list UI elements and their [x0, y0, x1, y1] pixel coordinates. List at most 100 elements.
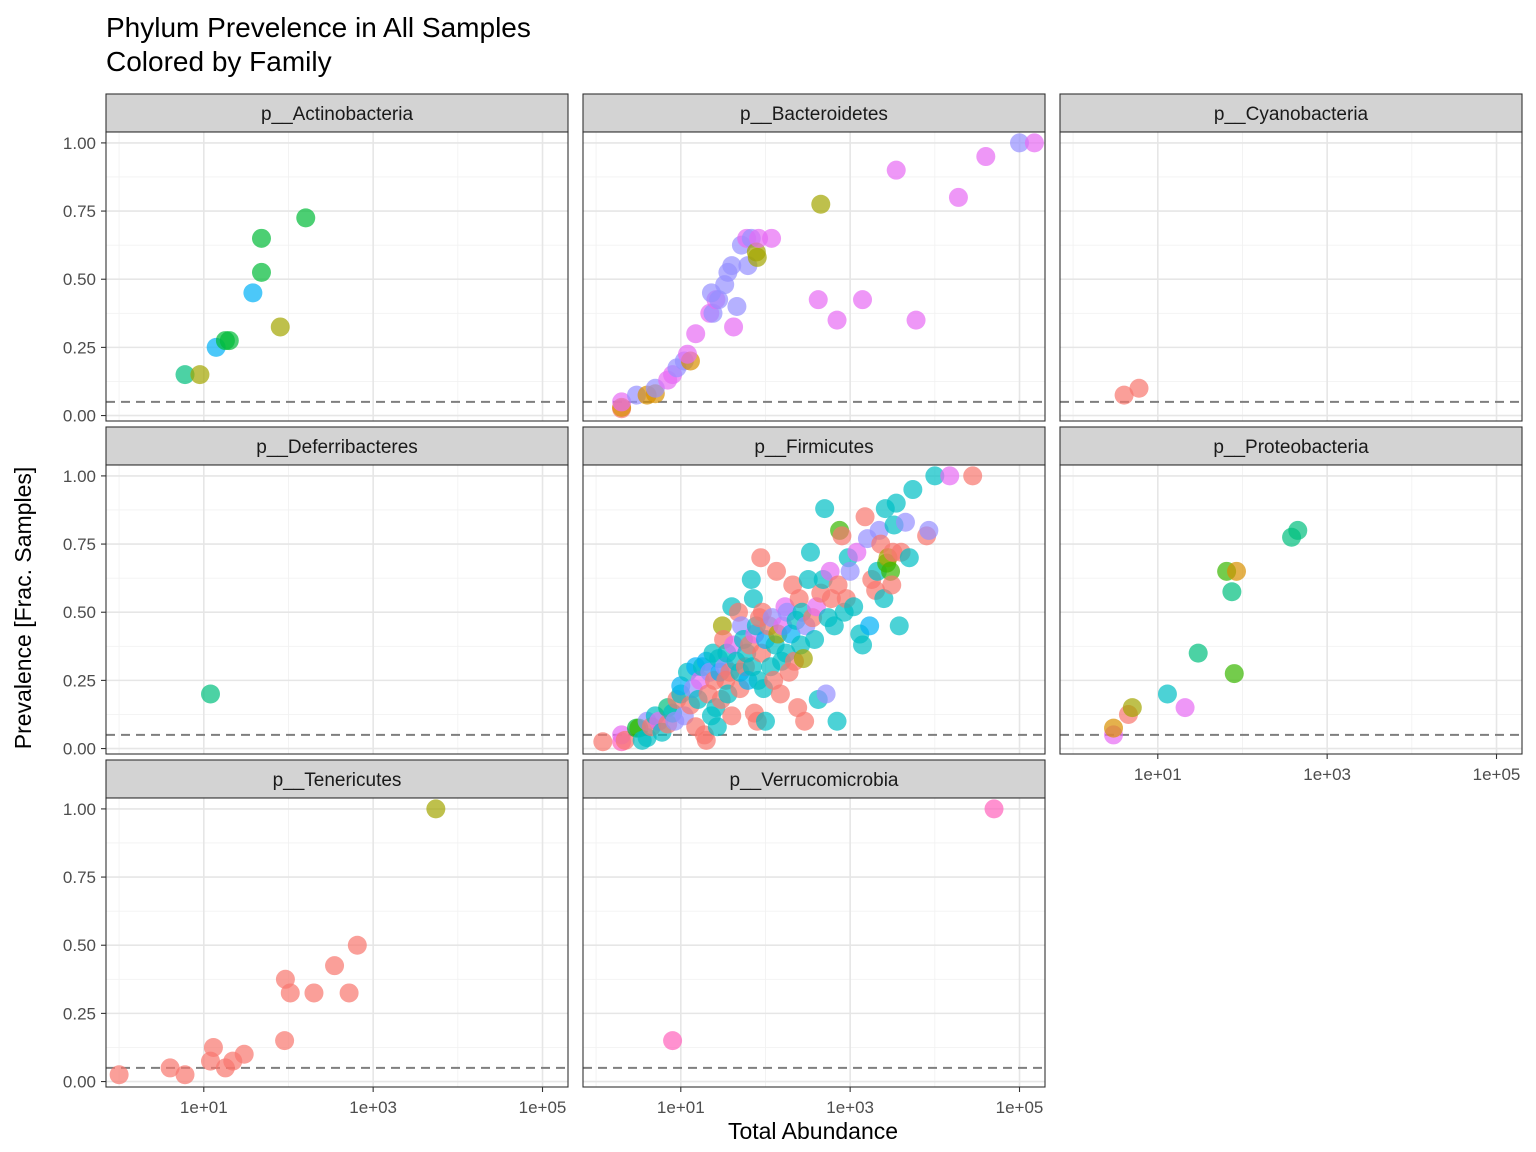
- x-tick-label: 1e+05: [1473, 765, 1521, 784]
- y-tick-label: 0.25: [63, 671, 96, 690]
- data-point: [727, 296, 747, 316]
- data-point: [663, 1031, 683, 1051]
- data-point: [808, 290, 828, 310]
- data-point: [593, 732, 613, 752]
- facet-panels: p__Actinobacteria0.000.250.500.751.00p__…: [63, 93, 1523, 1117]
- data-point: [615, 730, 635, 750]
- x-axis-title: Total Abundance: [728, 1118, 898, 1144]
- data-point: [840, 561, 860, 581]
- facet-strip: [105, 759, 569, 799]
- y-axis-title: Prevalence [Frac. Samples]: [10, 467, 36, 750]
- facet-p-bacteroidetes: p__Bacteroidetes: [582, 93, 1046, 422]
- panel-border: [105, 464, 569, 755]
- data-point: [325, 956, 345, 976]
- facet-p-actinobacteria: p__Actinobacteria 0.00 0.25 0.50 0.75 1.00: [63, 93, 569, 426]
- data-point: [976, 147, 996, 167]
- data-point: [722, 706, 742, 726]
- x-tick-label: 1e+03: [349, 1098, 397, 1117]
- chart-subtitle: Colored by Family: [106, 46, 332, 77]
- data-point: [906, 310, 926, 330]
- data-point: [948, 187, 968, 207]
- data-point: [709, 290, 729, 310]
- facet-label: p__Tenericutes: [273, 770, 402, 791]
- data-point: [881, 561, 901, 581]
- panel-background: [1060, 132, 1522, 421]
- y-tick-label: 0.50: [63, 270, 96, 289]
- data-point: [1024, 133, 1044, 153]
- facet-p-tenericutes: p__Tenericutes 0.00 0.25 0.50 0.75 1.00 1e+01 1…: [63, 759, 569, 1117]
- data-point: [815, 499, 835, 519]
- data-point: [1226, 561, 1246, 581]
- panel-background: [106, 132, 568, 421]
- y-tick-label: 0.25: [63, 338, 96, 357]
- facet-strip: [1059, 93, 1523, 133]
- chart-title: Phylum Prevelence in All Samples: [106, 12, 531, 43]
- data-point: [853, 290, 873, 310]
- data-point: [296, 208, 316, 228]
- data-point: [755, 711, 775, 731]
- facet-strip: [582, 93, 1046, 133]
- x-tick-label: 1e+01: [1134, 765, 1182, 784]
- data-point: [109, 1065, 129, 1085]
- data-point: [686, 324, 706, 344]
- data-point: [1175, 698, 1195, 718]
- data-point: [919, 520, 939, 540]
- facet-strip: [1059, 426, 1523, 466]
- y-tick-label: 1.00: [63, 800, 96, 819]
- x-tick-label: 1e+03: [826, 1098, 874, 1117]
- data-point: [793, 649, 813, 669]
- y-tick-label: 0.25: [63, 1004, 96, 1023]
- data-point: [243, 283, 263, 303]
- facet-p-firmicutes: p__Firmicutes: [582, 426, 1046, 755]
- data-point: [251, 228, 271, 248]
- data-point: [816, 684, 836, 704]
- data-point: [175, 365, 195, 385]
- facet-label: p__Cyanobacteria: [1214, 104, 1369, 125]
- data-point: [925, 466, 945, 486]
- data-point: [203, 1037, 223, 1057]
- data-point: [270, 317, 290, 337]
- data-point: [767, 561, 787, 581]
- facet-strip: [582, 759, 1046, 799]
- data-point: [795, 711, 815, 731]
- facet-strip: [105, 93, 569, 133]
- data-point: [882, 575, 902, 595]
- data-point: [160, 1058, 180, 1078]
- data-point: [1222, 582, 1242, 602]
- facet-label: p__Firmicutes: [754, 437, 873, 458]
- panel-background: [583, 798, 1045, 1087]
- data-point: [1122, 698, 1142, 718]
- panel-border: [105, 131, 569, 422]
- data-point: [827, 310, 847, 330]
- data-point: [707, 717, 727, 737]
- data-point: [895, 512, 915, 532]
- data-point: [722, 256, 742, 276]
- data-point: [741, 570, 761, 590]
- data-point: [855, 507, 875, 527]
- data-point: [175, 1065, 195, 1085]
- y-tick-label: 1.00: [63, 134, 96, 153]
- data-point: [963, 466, 983, 486]
- y-tick-label: 0.50: [63, 603, 96, 622]
- data-point: [251, 262, 271, 282]
- data-point: [889, 616, 909, 636]
- x-tick-label: 1e+03: [1303, 765, 1351, 784]
- data-point: [824, 616, 844, 636]
- data-point: [751, 548, 771, 568]
- facet-label: p__Actinobacteria: [261, 104, 414, 125]
- facet-label: p__Bacteroidetes: [740, 104, 888, 125]
- panel-border: [1059, 131, 1523, 422]
- data-point: [1224, 664, 1244, 684]
- data-point: [1010, 133, 1030, 153]
- data-point: [190, 365, 210, 385]
- data-point: [426, 799, 446, 819]
- data-point: [219, 331, 239, 351]
- data-point: [811, 194, 831, 214]
- data-point: [899, 548, 919, 568]
- data-point: [1104, 718, 1124, 738]
- data-point: [886, 493, 906, 513]
- data-point: [1129, 378, 1149, 398]
- data-point: [347, 935, 367, 955]
- y-tick-label: 0.75: [63, 535, 96, 554]
- data-point: [743, 589, 763, 609]
